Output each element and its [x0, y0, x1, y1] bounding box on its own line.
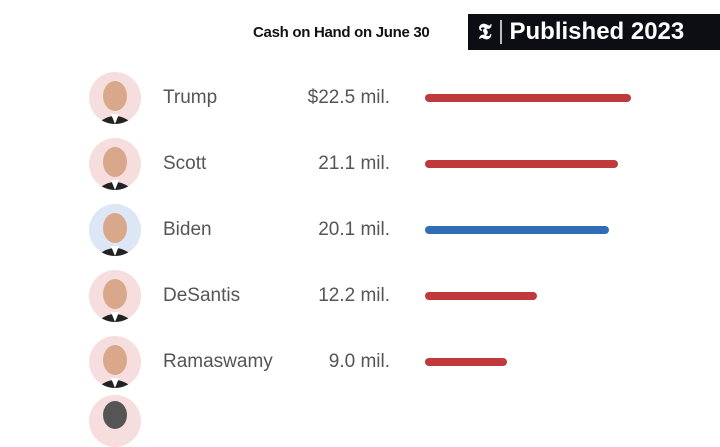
bar-row: Ramaswamy 9.0 mil.	[0, 329, 720, 395]
candidate-name: Biden	[163, 219, 212, 240]
candidate-avatar	[89, 270, 141, 322]
value-label: 12.2 mil.	[318, 285, 390, 306]
chart-subtitle: Cash on Hand on June 30	[253, 24, 430, 41]
bar-row: Scott 21.1 mil.	[0, 131, 720, 197]
value-label: 9.0 mil.	[328, 351, 390, 372]
bar	[425, 292, 537, 300]
person-portrait-icon	[97, 213, 133, 256]
candidate-name: Ramaswamy	[163, 351, 273, 372]
person-portrait-icon	[97, 147, 133, 190]
candidate-avatar	[89, 72, 141, 124]
published-label: Published 2023	[509, 18, 685, 45]
nyt-logo-icon: 𝕿	[478, 19, 492, 45]
person-portrait-icon	[97, 279, 133, 322]
candidate-name: DeSantis	[163, 285, 241, 306]
candidate-avatar	[89, 138, 141, 190]
candidate-avatar	[89, 204, 141, 256]
bar	[425, 358, 508, 366]
candidate-avatar	[89, 336, 141, 388]
bar	[425, 94, 631, 102]
candidate-name: Trump	[163, 87, 218, 108]
bar	[425, 160, 619, 168]
bar-row: Biden 20.1 mil.	[0, 197, 720, 263]
candidate-avatar	[89, 395, 141, 447]
bar-row: Trump $22.5 mil.	[0, 65, 720, 131]
value-label: 20.1 mil.	[318, 219, 390, 240]
value-label: 21.1 mil.	[318, 153, 390, 174]
person-portrait-icon	[97, 345, 133, 388]
published-badge: 𝕿 Published 2023	[468, 14, 720, 50]
candidate-name: Scott	[163, 153, 207, 174]
person-portrait-icon	[97, 81, 133, 124]
bar-row: DeSantis 12.2 mil.	[0, 263, 720, 329]
badge-divider	[499, 20, 502, 44]
bar	[425, 226, 610, 234]
value-label: $22.5 mil.	[307, 87, 390, 108]
